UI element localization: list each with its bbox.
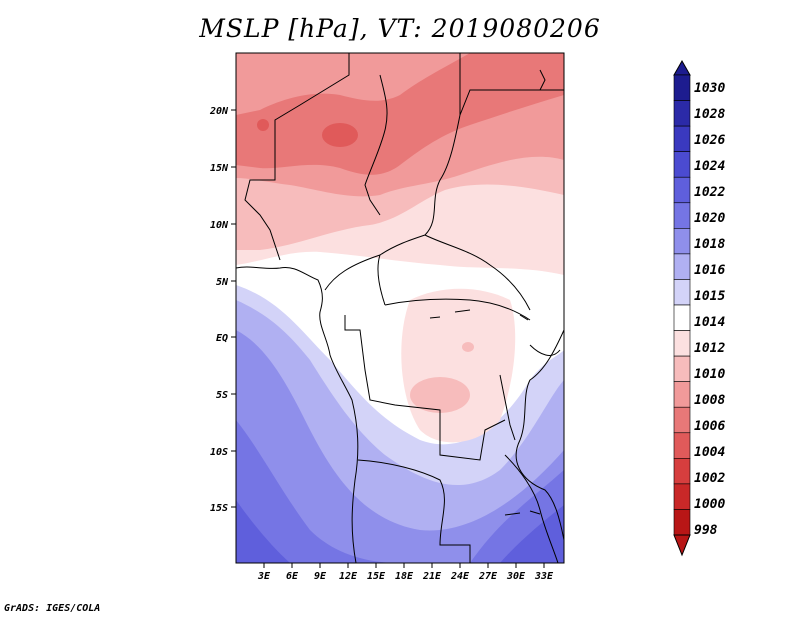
colorbar-segment (673, 330, 691, 357)
lon-label: 3E (257, 571, 271, 582)
colorbar: 1030 1028 1026 1024 1022 1020 1018 1016 1015 1014… (673, 59, 725, 557)
colorbar-segment (673, 228, 691, 255)
lat-label: 20N (209, 106, 229, 117)
colorbar-segment (673, 151, 691, 178)
colorbar-label: 1024 (694, 159, 725, 174)
lon-label: 33E (534, 571, 554, 582)
map-frame (235, 52, 565, 564)
lon-label: 12E (339, 571, 358, 582)
colorbar-label: 1002 (694, 471, 725, 486)
lat-ticks (231, 109, 236, 508)
lon-label: 15E (367, 571, 386, 582)
colorbar-top-arrow (673, 59, 691, 76)
colorbar-segment (673, 74, 691, 101)
colorbar-label: 1020 (694, 211, 725, 226)
lat-label: 15N (210, 163, 229, 174)
lat-label: 5N (216, 277, 229, 288)
colorbar-segment (673, 458, 691, 485)
colorbar-label: 1022 (694, 185, 725, 200)
colorbar-segment (673, 304, 691, 331)
colorbar-segment (673, 381, 691, 408)
pressure-field (236, 53, 564, 563)
coastlines-borders (236, 53, 564, 563)
colorbar-segment (673, 355, 691, 382)
colorbar-segment (673, 253, 691, 280)
colorbar-label: 1028 (694, 107, 725, 122)
colorbar-segment (673, 483, 691, 510)
colorbar-label: 1016 (694, 263, 725, 278)
colorbar-label: 1008 (694, 393, 725, 408)
colorbar-segment (673, 125, 691, 152)
lat-labels: 20N 15N 10N 5N EQ 5S 10S 15S (209, 106, 229, 514)
colorbar-label: 1018 (694, 237, 725, 252)
lon-label: 30E (506, 571, 526, 582)
lon-label: 18E (395, 571, 414, 582)
lat-label: 15S (210, 503, 228, 514)
colorbar-label: 1006 (694, 419, 725, 434)
lat-label: 10N (210, 220, 229, 231)
lon-label: 24E (450, 571, 470, 582)
colorbar-label: 1015 (694, 289, 725, 304)
colorbar-bottom-arrow (673, 534, 691, 557)
lon-label: 27E (478, 571, 498, 582)
lon-labels: 3E 6E 9E 12E 15E 18E 21E 24E 27E 30E 33E (257, 571, 554, 582)
colorbar-label: 1026 (694, 133, 725, 148)
colorbar-label: 998 (694, 523, 718, 538)
lat-label: EQ (216, 333, 228, 344)
colorbar-label: 1012 (694, 341, 725, 356)
map-title: MSLP [hPa], VT: 2019080206 (199, 14, 601, 43)
lat-label: 10S (210, 447, 228, 458)
lon-ticks (263, 563, 545, 568)
colorbar-segment (673, 176, 691, 204)
colorbar-segment (673, 406, 691, 434)
colorbar-segment (673, 202, 691, 229)
colorbar-label: 1004 (694, 445, 725, 460)
colorbar-label: 1010 (694, 367, 725, 382)
grads-credit: GrADS: IGES/COLA (4, 603, 101, 614)
colorbar-segment (673, 432, 691, 459)
colorbar-label: 1030 (694, 81, 725, 96)
colorbar-label: 1014 (694, 315, 725, 330)
colorbar-segment (673, 100, 691, 127)
colorbar-label: 1000 (694, 497, 725, 512)
lon-label: 9E (314, 571, 327, 582)
colorbar-segment (673, 509, 691, 536)
lat-label: 5S (216, 390, 228, 401)
colorbar-segment (673, 279, 691, 306)
lon-label: 6E (286, 571, 299, 582)
lon-label: 21E (422, 571, 442, 582)
